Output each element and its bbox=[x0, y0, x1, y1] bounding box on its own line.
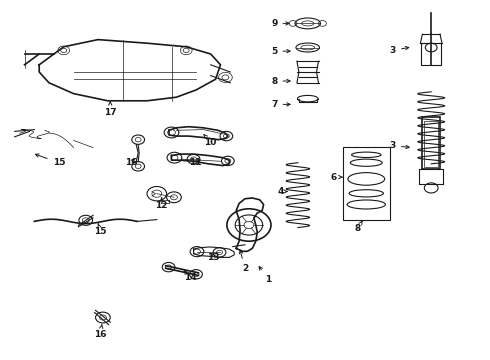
Text: 5: 5 bbox=[271, 47, 290, 56]
Bar bbox=[424, 121, 438, 167]
Text: 1: 1 bbox=[259, 267, 271, 284]
Text: 7: 7 bbox=[271, 100, 290, 109]
Text: 13: 13 bbox=[207, 253, 220, 262]
Text: 16: 16 bbox=[125, 158, 138, 167]
Text: 6: 6 bbox=[330, 173, 342, 182]
Text: 15: 15 bbox=[35, 154, 65, 167]
Text: 17: 17 bbox=[104, 102, 117, 117]
Bar bbox=[421, 43, 441, 65]
Text: 2: 2 bbox=[240, 250, 248, 273]
Text: 14: 14 bbox=[184, 270, 196, 282]
Text: 4: 4 bbox=[277, 187, 287, 196]
Text: 8: 8 bbox=[271, 77, 290, 86]
Text: 15: 15 bbox=[94, 224, 107, 236]
Text: 3: 3 bbox=[390, 46, 409, 55]
Text: 10: 10 bbox=[204, 135, 217, 147]
Text: 11: 11 bbox=[189, 158, 201, 167]
Text: 12: 12 bbox=[155, 198, 168, 210]
Bar bbox=[343, 147, 390, 220]
Text: 16: 16 bbox=[94, 324, 107, 338]
Text: 3: 3 bbox=[390, 141, 409, 150]
Text: 9: 9 bbox=[271, 19, 289, 28]
Bar bbox=[422, 117, 440, 169]
Text: 8: 8 bbox=[355, 221, 362, 233]
